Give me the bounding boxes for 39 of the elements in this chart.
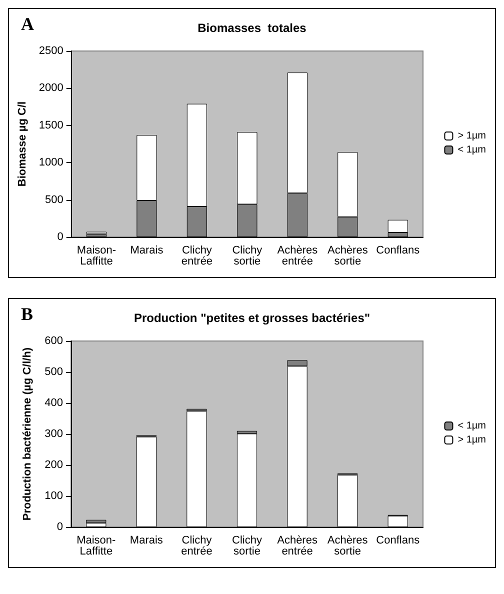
y-tick-label: 500 (45, 194, 64, 206)
y-axis-title: Biomasse µg C/l (16, 101, 28, 187)
bar (388, 220, 408, 233)
text: B (21, 304, 34, 324)
y-tick-label: 0 (57, 231, 64, 243)
legend-label: > 1µm (458, 434, 486, 446)
x-tick-label: Maison- Laffitte (76, 244, 116, 268)
x-tick-label: Marais (130, 534, 164, 546)
y-tick-label: 2000 (38, 82, 64, 94)
legend-label: < 1µm (458, 144, 486, 156)
x-tick-label: Clichy sortie (232, 244, 263, 268)
y-tick-label: 2500 (38, 45, 64, 57)
x-tick-label: Maison- Laffitte (76, 534, 116, 558)
y-tick-label: 100 (44, 490, 63, 502)
chart-title: Production "petites et grosses bactéries" (134, 311, 370, 325)
x-tick-label: Conflans (376, 244, 420, 256)
x-tick-label: Achères entrée (277, 534, 318, 558)
x-tick-label: Achères sortie (327, 534, 368, 558)
y-tick-label: 1500 (38, 119, 64, 132)
y-tick-label: 300 (44, 428, 63, 440)
y-tick-label: 200 (44, 459, 63, 471)
y-tick-label: 500 (44, 366, 63, 378)
bar (86, 520, 106, 523)
x-tick-label: Achères sortie (327, 244, 368, 268)
x-tick-label: Marais (130, 244, 164, 256)
chart-title: Biomasses totales (198, 21, 307, 35)
legend-label: > 1µm (458, 130, 486, 142)
y-tick-label: 400 (44, 397, 63, 409)
x-tick-label: Achères entrée (277, 244, 318, 268)
y-tick-label: 1000 (38, 156, 64, 169)
y-axis-title: Production bactérienne (µg C/l/h) (22, 347, 34, 521)
x-tick-label: Conflans (376, 534, 420, 546)
y-tick-label: 0 (56, 521, 63, 533)
text: A (21, 14, 34, 34)
x-tick-label: Clichy sortie (232, 534, 262, 558)
legend-label: < 1µm (458, 420, 486, 432)
x-tick-label: Clichy entrée (181, 534, 212, 558)
x-tick-label: Clichy entrée (181, 244, 213, 268)
y-tick-label: 600 (44, 335, 63, 347)
